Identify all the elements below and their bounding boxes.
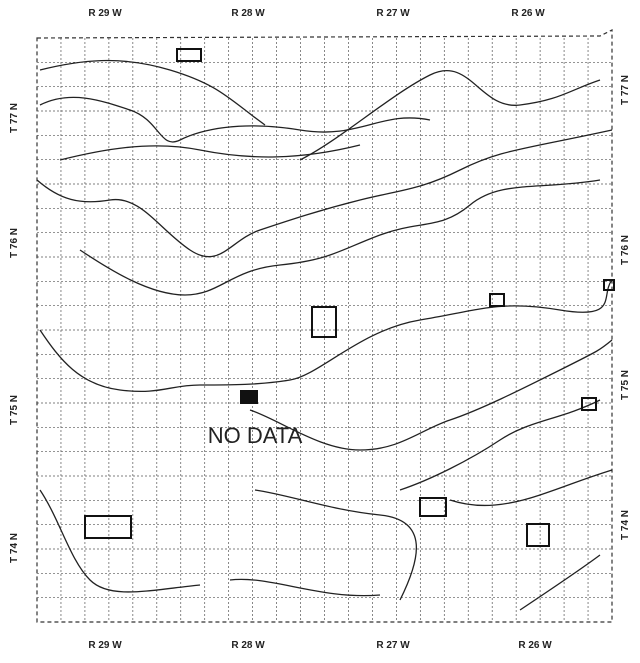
township-label: T 75 N	[620, 370, 631, 400]
range-label: R 29 W	[88, 8, 122, 19]
streams	[36, 59, 613, 611]
annotation: NO DATA	[208, 423, 303, 448]
range-label: R 26 W	[511, 8, 545, 19]
range-label: R 28 W	[231, 640, 265, 651]
range-label: R 29 W	[88, 640, 122, 651]
township-label: T 77 N	[620, 75, 631, 105]
filled-site	[240, 390, 258, 404]
township-label: T 74 N	[9, 533, 20, 563]
labels: R 29 W R 28 W R 27 W R 26 W R 29 W R 28 W R 27…	[9, 8, 631, 651]
range-label: R 27 W	[376, 640, 410, 651]
township-label: T 75 N	[9, 395, 20, 425]
township-label: T 74 N	[620, 510, 631, 540]
section-grid	[37, 38, 612, 622]
map-boundary	[36, 29, 613, 623]
sample-boxes	[84, 48, 615, 547]
range-label: R 28 W	[231, 8, 265, 19]
range-label: R 26 W	[518, 640, 552, 651]
township-label: T 77 N	[9, 103, 20, 133]
township-label: T 76 N	[620, 235, 631, 265]
township-label: T 76 N	[9, 228, 20, 258]
range-label: R 27 W	[376, 8, 410, 19]
